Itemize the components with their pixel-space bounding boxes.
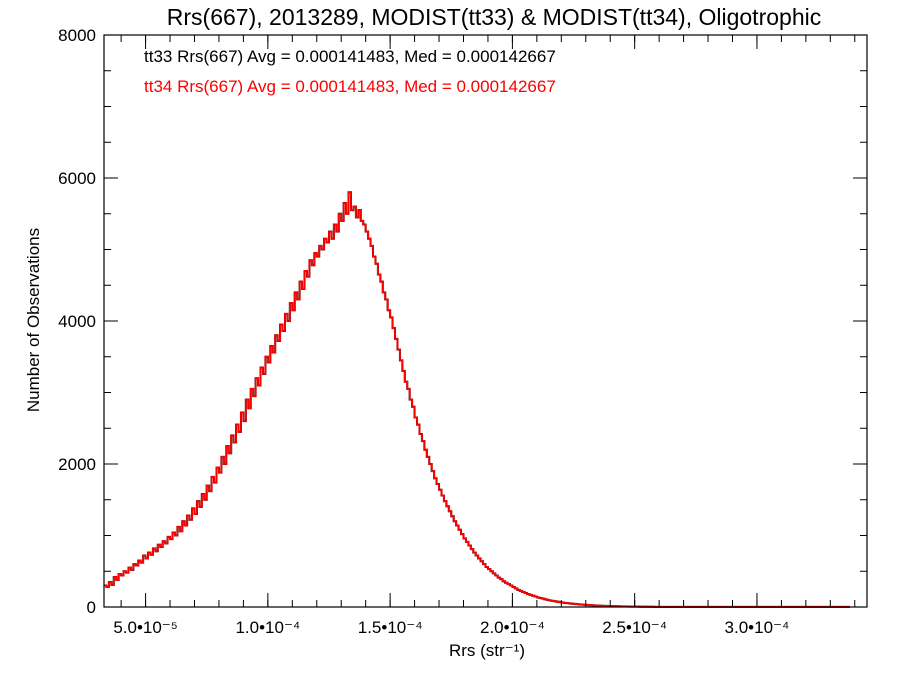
y-tick-label: 4000	[58, 312, 96, 331]
series-tt33-line	[104, 191, 850, 608]
y-tick-label: 2000	[58, 455, 96, 474]
x-tick-label: 2.0•10⁻⁴	[480, 618, 545, 637]
x-axis-title: Rrs (str⁻¹)	[449, 641, 525, 660]
y-tick-label: 6000	[58, 169, 96, 188]
plot-frame	[103, 34, 868, 608]
x-tick-label: 1.5•10⁻⁴	[358, 618, 423, 637]
x-tick-label: 2.5•10⁻⁴	[602, 618, 667, 637]
x-tick-label: 1.0•10⁻⁴	[235, 618, 300, 637]
chart-title: Rrs(667), 2013289, MODIST(tt33) & MODIST…	[167, 4, 821, 30]
x-tick-label: 3.0•10⁻⁴	[725, 618, 790, 637]
x-tick-label: 5.0•10⁻⁵	[113, 618, 178, 637]
y-tick-label: 8000	[58, 26, 96, 45]
annotation-tt34: tt34 Rrs(667) Avg = 0.000141483, Med = 0…	[144, 77, 556, 96]
y-tick-label: 0	[87, 598, 96, 617]
plot-area: 5.0•10⁻⁵ 1.0•10⁻⁴ 1.5•10⁻⁴ 2.0•10⁻⁴ 2.5•10⁻⁴…	[58, 26, 868, 637]
y-axis-title: Number of Observations	[24, 228, 43, 412]
series-tt34-line	[104, 191, 850, 608]
annotation-tt33: tt33 Rrs(667) Avg = 0.000141483, Med = 0…	[144, 47, 556, 66]
